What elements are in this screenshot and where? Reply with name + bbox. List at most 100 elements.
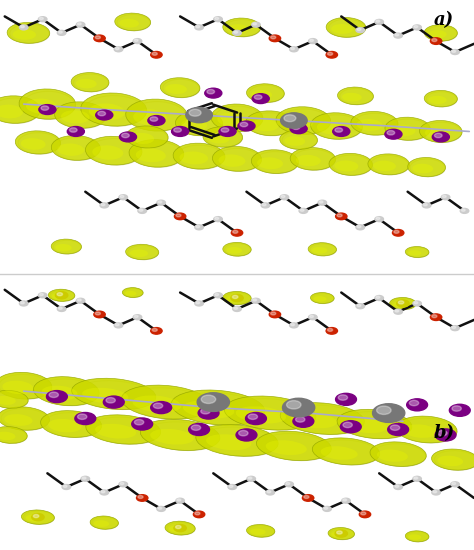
Circle shape <box>394 230 399 233</box>
Circle shape <box>340 421 361 433</box>
Ellipse shape <box>385 117 430 140</box>
Ellipse shape <box>183 400 234 419</box>
Circle shape <box>357 226 361 228</box>
Circle shape <box>231 229 243 236</box>
Ellipse shape <box>126 126 168 148</box>
Circle shape <box>100 203 109 208</box>
Circle shape <box>438 431 447 436</box>
Circle shape <box>120 482 124 485</box>
Circle shape <box>269 311 281 318</box>
Ellipse shape <box>0 396 16 405</box>
Circle shape <box>176 214 181 217</box>
Circle shape <box>77 414 87 420</box>
Circle shape <box>299 208 308 213</box>
Circle shape <box>309 39 317 43</box>
Circle shape <box>119 195 128 200</box>
Circle shape <box>151 52 162 58</box>
Ellipse shape <box>21 510 55 524</box>
Circle shape <box>432 132 449 142</box>
Circle shape <box>240 122 248 127</box>
Circle shape <box>435 429 456 441</box>
Circle shape <box>172 126 189 136</box>
Ellipse shape <box>346 419 387 433</box>
Ellipse shape <box>396 416 457 443</box>
Circle shape <box>432 490 440 495</box>
Circle shape <box>173 128 182 132</box>
Circle shape <box>82 477 86 479</box>
Ellipse shape <box>408 535 421 540</box>
Ellipse shape <box>328 527 355 540</box>
Ellipse shape <box>121 385 210 419</box>
Circle shape <box>219 126 236 136</box>
Ellipse shape <box>51 239 82 254</box>
Circle shape <box>302 494 314 501</box>
Circle shape <box>252 94 269 103</box>
Circle shape <box>63 485 67 487</box>
Ellipse shape <box>377 449 408 462</box>
Ellipse shape <box>227 247 242 254</box>
Circle shape <box>58 307 62 309</box>
Circle shape <box>41 106 49 111</box>
Ellipse shape <box>0 407 50 430</box>
Circle shape <box>335 128 343 132</box>
Ellipse shape <box>130 249 148 257</box>
Ellipse shape <box>312 438 380 465</box>
Ellipse shape <box>337 409 412 439</box>
Circle shape <box>266 490 274 495</box>
Circle shape <box>324 507 328 509</box>
Ellipse shape <box>15 131 61 154</box>
Ellipse shape <box>236 406 286 424</box>
Circle shape <box>328 52 333 55</box>
Ellipse shape <box>424 90 457 107</box>
Circle shape <box>281 113 307 128</box>
Ellipse shape <box>291 412 337 428</box>
Ellipse shape <box>169 526 185 532</box>
Circle shape <box>451 50 459 54</box>
Ellipse shape <box>373 161 396 171</box>
Ellipse shape <box>181 119 207 131</box>
Circle shape <box>392 229 404 236</box>
Circle shape <box>152 328 157 331</box>
Circle shape <box>291 323 294 326</box>
Circle shape <box>205 88 222 98</box>
Circle shape <box>69 128 77 132</box>
Ellipse shape <box>438 455 463 466</box>
Circle shape <box>55 292 68 299</box>
Circle shape <box>119 132 137 142</box>
Circle shape <box>234 31 237 33</box>
Ellipse shape <box>0 104 23 118</box>
Circle shape <box>414 477 418 479</box>
Ellipse shape <box>86 415 161 444</box>
Ellipse shape <box>419 120 462 142</box>
Ellipse shape <box>320 446 358 460</box>
Circle shape <box>253 299 256 301</box>
Circle shape <box>452 50 456 52</box>
Ellipse shape <box>57 144 84 156</box>
Circle shape <box>407 399 428 411</box>
Circle shape <box>134 315 138 317</box>
Circle shape <box>337 531 342 534</box>
Circle shape <box>398 301 404 304</box>
Circle shape <box>132 418 153 430</box>
Circle shape <box>96 110 113 120</box>
Circle shape <box>238 431 248 436</box>
Ellipse shape <box>206 434 251 450</box>
Circle shape <box>233 230 238 233</box>
Circle shape <box>100 490 109 495</box>
Ellipse shape <box>52 293 66 299</box>
Ellipse shape <box>290 147 336 170</box>
Ellipse shape <box>284 136 305 146</box>
Circle shape <box>189 424 210 436</box>
Ellipse shape <box>224 396 316 430</box>
Circle shape <box>176 498 184 503</box>
Circle shape <box>409 400 419 406</box>
Circle shape <box>267 491 271 493</box>
Circle shape <box>174 213 186 219</box>
Ellipse shape <box>313 296 327 301</box>
Ellipse shape <box>19 89 76 119</box>
Ellipse shape <box>0 96 40 123</box>
Circle shape <box>253 23 256 25</box>
Circle shape <box>376 406 391 415</box>
Text: a): a) <box>434 11 454 29</box>
Circle shape <box>433 491 437 493</box>
